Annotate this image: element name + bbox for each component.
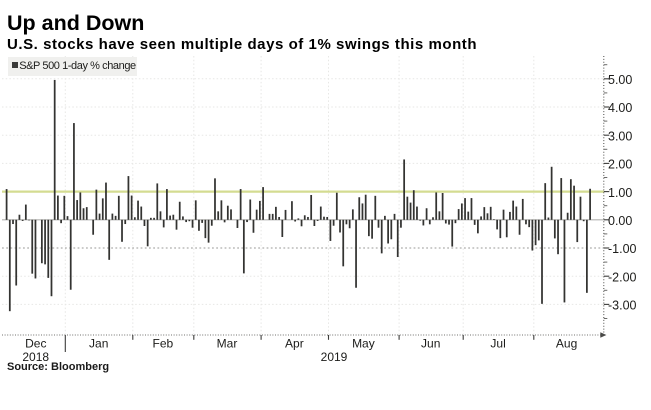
svg-text:-3.00: -3.00	[608, 299, 637, 313]
svg-text:5.00: 5.00	[608, 73, 632, 87]
svg-text:3.00: 3.00	[608, 129, 632, 143]
svg-text:Jan: Jan	[89, 336, 108, 350]
svg-text:Apr: Apr	[285, 336, 304, 350]
svg-text:Jul: Jul	[490, 336, 505, 350]
svg-text:Dec: Dec	[25, 336, 46, 350]
svg-text:Aug: Aug	[556, 336, 577, 350]
svg-text:2018: 2018	[22, 350, 49, 364]
svg-text:2.00: 2.00	[608, 158, 632, 172]
svg-text:Mar: Mar	[217, 336, 238, 350]
svg-text:4.00: 4.00	[608, 101, 632, 115]
svg-text:0.00: 0.00	[608, 214, 632, 228]
svg-text:Feb: Feb	[153, 336, 174, 350]
svg-text:-2.00: -2.00	[608, 270, 637, 284]
svg-text:1.00: 1.00	[608, 186, 632, 200]
svg-text:2019: 2019	[321, 350, 348, 364]
svg-text:Jun: Jun	[421, 336, 440, 350]
svg-text:-1.00: -1.00	[608, 242, 637, 256]
svg-text:May: May	[352, 336, 375, 350]
